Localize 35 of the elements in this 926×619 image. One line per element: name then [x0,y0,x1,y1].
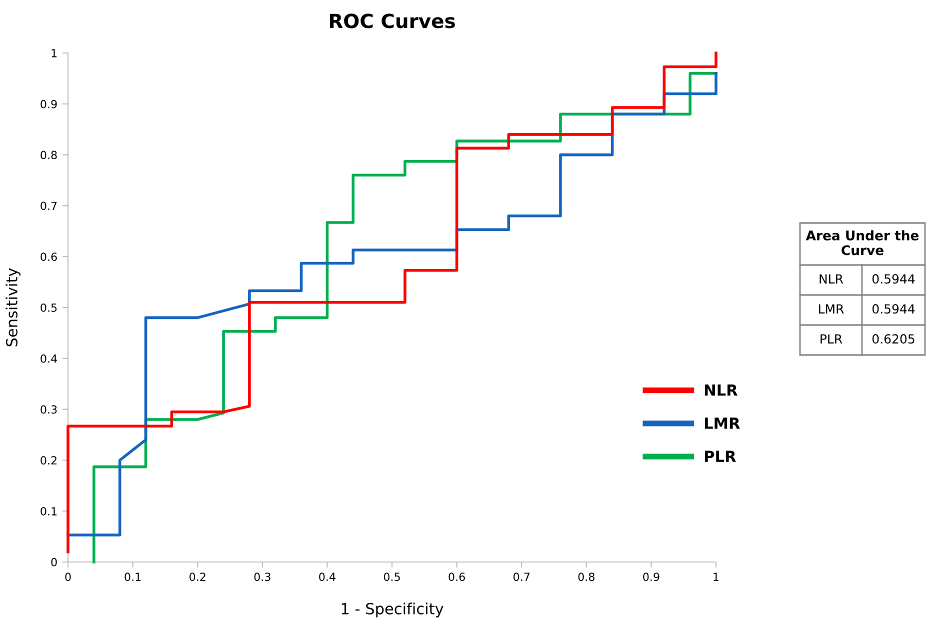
x-tick-label: 0.2 [190,572,206,582]
y-tick-label: 0.4 [40,354,57,363]
y-tick-label: 0.3 [40,405,57,414]
x-tick-label: 0.4 [319,572,336,582]
y-tick-label: 0.7 [40,202,57,210]
x-tick-label: 0.8 [578,572,594,582]
legend-label: LMR [704,418,740,429]
y-tick-label: 0.2 [40,456,56,465]
x-axis-title: 1 - Specificity [342,602,444,618]
text: Area Under the Curve [806,230,919,256]
text: 0.6205 [872,334,914,344]
x-tick-label: 0.6 [448,572,465,582]
text: PLR [820,334,842,344]
x-tick-label: 0 [65,572,71,582]
text: 0.5944 [872,304,915,314]
text: LMR [819,304,844,314]
x-tick-label: 0.7 [514,572,530,582]
y-tick-label: 0.5 [40,303,57,312]
y-tick-label: 0.8 [40,150,57,160]
x-tick-label: 0.5 [384,572,400,582]
x-tick-label: 0.1 [124,572,141,582]
legend-label: PLR [704,450,736,462]
y-axis-title: Sensitivity [6,268,20,346]
text: NLR [820,274,844,284]
chart-title: ROC Curves [330,14,455,28]
y-tick-label: 1 [52,49,57,58]
x-tick-label: 0.3 [254,572,270,582]
y-tick-label: 0.9 [40,100,57,108]
legend-label: NLR [704,384,738,396]
x-tick-label: 1 [714,572,719,581]
y-tick-label: 0.6 [40,252,57,261]
y-tick-label: 0 [51,558,57,566]
x-tick-label: 0.9 [643,572,660,582]
y-tick-label: 0.1 [40,507,57,516]
text: 0.5944 [872,274,915,284]
